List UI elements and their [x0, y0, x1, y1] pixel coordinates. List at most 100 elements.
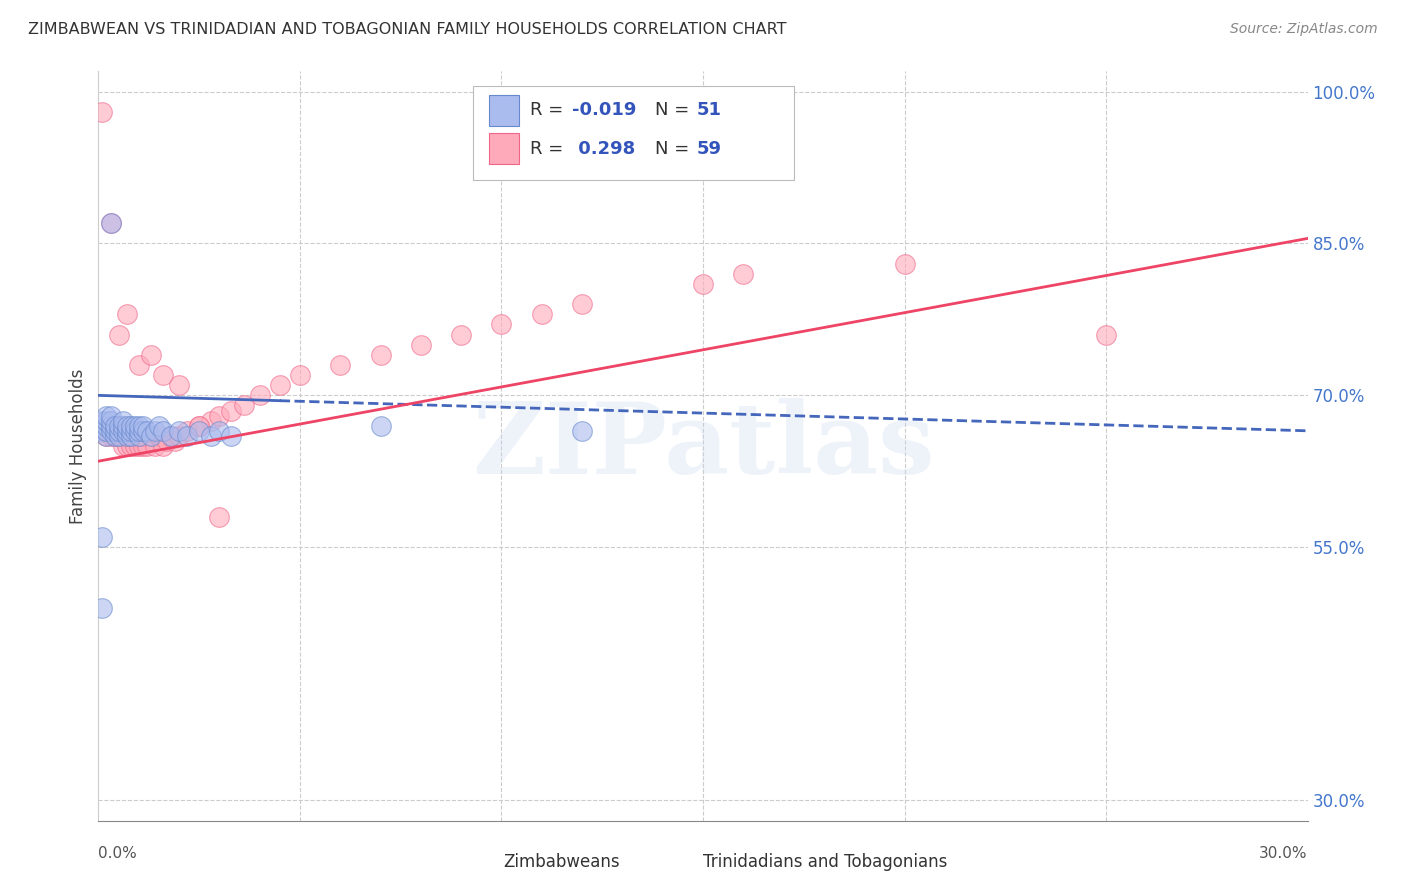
- Point: [115, 429, 138, 443]
- Point: [107, 429, 129, 443]
- Point: [208, 409, 231, 423]
- Point: [128, 358, 150, 372]
- Point: [409, 337, 432, 351]
- Point: [249, 388, 271, 402]
- Point: [152, 439, 174, 453]
- Point: [160, 429, 183, 443]
- Point: [200, 429, 222, 443]
- Point: [96, 414, 118, 428]
- Point: [370, 348, 392, 362]
- Point: [160, 429, 183, 443]
- Point: [450, 327, 472, 342]
- Text: N =: N =: [655, 139, 695, 158]
- Point: [167, 429, 190, 443]
- Point: [370, 418, 392, 433]
- Point: [167, 378, 190, 392]
- Point: [692, 277, 714, 291]
- Point: [733, 267, 755, 281]
- FancyBboxPatch shape: [489, 133, 519, 164]
- Point: [120, 418, 142, 433]
- Point: [139, 348, 162, 362]
- Point: [91, 414, 114, 428]
- Point: [115, 429, 138, 443]
- Point: [167, 424, 190, 438]
- Point: [132, 429, 155, 443]
- Point: [100, 414, 122, 428]
- Point: [139, 429, 162, 443]
- Point: [91, 418, 114, 433]
- Point: [115, 418, 138, 433]
- Point: [115, 439, 138, 453]
- FancyBboxPatch shape: [489, 95, 519, 126]
- Point: [124, 418, 146, 433]
- Text: ZIMBABWEAN VS TRINIDADIAN AND TOBAGONIAN FAMILY HOUSEHOLDS CORRELATION CHART: ZIMBABWEAN VS TRINIDADIAN AND TOBAGONIAN…: [28, 22, 786, 37]
- Point: [208, 424, 231, 438]
- Point: [132, 424, 155, 438]
- Point: [96, 418, 118, 433]
- Point: [143, 439, 166, 453]
- Point: [103, 429, 125, 443]
- Text: R =: R =: [530, 102, 569, 120]
- Point: [96, 429, 118, 443]
- Point: [103, 418, 125, 433]
- Point: [132, 418, 155, 433]
- Point: [200, 414, 222, 428]
- Point: [139, 429, 162, 443]
- Point: [188, 424, 211, 438]
- Point: [232, 399, 254, 413]
- Point: [96, 424, 118, 438]
- Point: [128, 418, 150, 433]
- Point: [115, 424, 138, 438]
- Point: [100, 418, 122, 433]
- Point: [571, 424, 593, 438]
- Point: [120, 429, 142, 443]
- Text: 30.0%: 30.0%: [1260, 846, 1308, 861]
- Text: Source: ZipAtlas.com: Source: ZipAtlas.com: [1230, 22, 1378, 37]
- Point: [128, 429, 150, 443]
- Point: [91, 530, 114, 544]
- Point: [120, 439, 142, 453]
- Point: [91, 424, 114, 438]
- Point: [96, 424, 118, 438]
- Point: [100, 409, 122, 423]
- Point: [329, 358, 352, 372]
- Point: [221, 429, 243, 443]
- Point: [96, 429, 118, 443]
- Point: [176, 429, 198, 443]
- Point: [135, 439, 157, 453]
- Point: [107, 418, 129, 433]
- Text: 59: 59: [697, 139, 721, 158]
- Point: [107, 424, 129, 438]
- Point: [124, 429, 146, 443]
- Point: [269, 378, 291, 392]
- Point: [111, 424, 134, 438]
- Point: [128, 424, 150, 438]
- FancyBboxPatch shape: [474, 87, 793, 180]
- Point: [111, 418, 134, 433]
- Text: -0.019: -0.019: [572, 102, 637, 120]
- Point: [893, 257, 915, 271]
- Text: 51: 51: [697, 102, 721, 120]
- Text: Zimbabweans: Zimbabweans: [503, 853, 620, 871]
- Point: [107, 424, 129, 438]
- Point: [135, 424, 157, 438]
- Point: [128, 439, 150, 453]
- Point: [124, 424, 146, 438]
- Point: [100, 424, 122, 438]
- Point: [188, 418, 211, 433]
- Point: [132, 439, 155, 453]
- Point: [103, 429, 125, 443]
- Point: [288, 368, 311, 383]
- Point: [115, 307, 138, 321]
- Point: [100, 429, 122, 443]
- Text: Trinidadians and Tobagonians: Trinidadians and Tobagonians: [703, 853, 948, 871]
- FancyBboxPatch shape: [666, 848, 693, 875]
- Point: [152, 368, 174, 383]
- Point: [143, 424, 166, 438]
- Text: R =: R =: [530, 139, 569, 158]
- Y-axis label: Family Households: Family Households: [69, 368, 87, 524]
- Point: [96, 409, 118, 423]
- Point: [1095, 327, 1118, 342]
- Point: [156, 434, 179, 448]
- Point: [100, 216, 122, 230]
